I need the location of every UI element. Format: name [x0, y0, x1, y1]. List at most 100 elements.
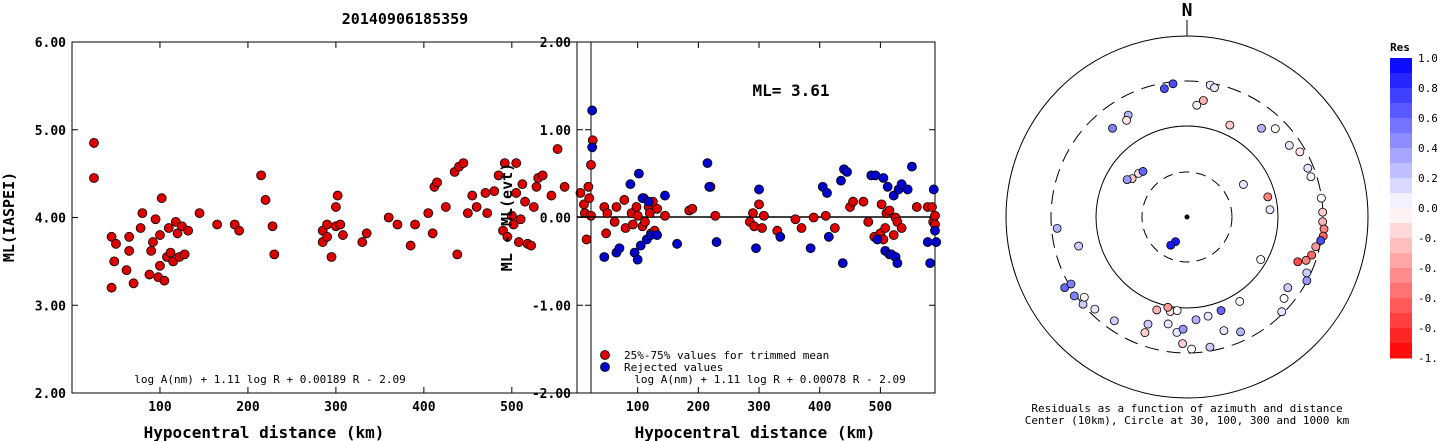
x-axis-label: Hypocentral distance (km) [635, 423, 876, 441]
station-point [1265, 205, 1275, 215]
data-point [928, 184, 939, 195]
data-points [587, 105, 942, 269]
data-point [836, 175, 846, 186]
caption-line1: Residuals as a function of azimuth and d… [1031, 402, 1342, 415]
data-point [858, 196, 869, 207]
y-tick-label: 0.00 [540, 212, 571, 227]
data-point [611, 202, 622, 212]
station-point [1210, 83, 1219, 93]
station-point [1216, 306, 1226, 315]
data-point [882, 181, 893, 192]
data-point [183, 225, 194, 236]
colorbar: Res 1.0 0.8 0.6 0.4 0.2 0.0 -0.2 -0.4 -0.6 -0.8 -1… [1390, 41, 1437, 365]
data-point [704, 181, 715, 192]
data-point [322, 219, 333, 230]
data-point [842, 166, 852, 177]
station-point [1239, 180, 1248, 189]
colorbar-tick-label: -1.0 [1418, 352, 1437, 365]
data-point [878, 173, 889, 183]
data-point [517, 179, 528, 190]
data-point [644, 208, 655, 219]
station-point [1236, 327, 1245, 337]
data-point [383, 212, 394, 223]
data-point [896, 223, 907, 233]
ring-30km [1141, 171, 1233, 263]
data-point [458, 158, 469, 168]
station-point [1270, 124, 1280, 134]
colorbar-swatch [1390, 253, 1412, 269]
colorbar-swatch [1390, 283, 1412, 299]
data-point [625, 179, 636, 190]
data-point [520, 196, 530, 207]
station-point [1257, 123, 1266, 133]
data-point [627, 219, 638, 230]
data-point [599, 252, 610, 262]
data-point [583, 181, 594, 192]
station-point [1205, 342, 1215, 352]
data-point [907, 161, 917, 172]
data-point [587, 105, 598, 116]
data-point [440, 202, 451, 212]
station-point [1311, 242, 1321, 252]
y-tick-label: -1.00 [532, 299, 571, 314]
data-point [256, 170, 267, 181]
axis-ticks: 100 200 300 400 500 -2.00 -1.00 0.00 1.00 2.00 [532, 36, 935, 415]
data-point [508, 219, 519, 230]
colorbar-tick-label: -0.8 [1418, 322, 1437, 335]
data-point [930, 225, 940, 236]
data-point [609, 216, 620, 227]
colorbar-tick-label: 0.2 [1418, 172, 1437, 185]
colorbar-swatch [1390, 298, 1412, 314]
colorbar-swatch [1390, 343, 1412, 359]
station-point [1235, 297, 1245, 306]
x-tick-label: 300 [747, 400, 771, 415]
x-tick-label: 400 [808, 400, 832, 415]
data-point [489, 186, 500, 197]
data-point [531, 181, 542, 192]
colorbar-swatch [1390, 208, 1412, 224]
data-point [559, 181, 570, 192]
station-point [1283, 283, 1293, 292]
station-point [1306, 172, 1316, 182]
data-point [432, 177, 442, 188]
colorbar-swatch [1390, 103, 1412, 119]
data-point [751, 243, 761, 254]
y-axis-label: ML(IASPEI) [0, 172, 18, 262]
data-point [526, 240, 537, 251]
data-point [652, 230, 662, 240]
station-point [1277, 307, 1287, 317]
station-point [1168, 79, 1178, 89]
ml-annotation: ML= 3.61 [752, 81, 829, 100]
data-point [927, 202, 937, 212]
station-point [1219, 326, 1229, 336]
data-point [493, 170, 504, 181]
data-point [640, 216, 650, 227]
data-point [757, 223, 767, 233]
data-point [361, 228, 372, 239]
data-point [155, 260, 165, 271]
colorbar-tick-label: -0.6 [1418, 292, 1437, 305]
data-point [471, 202, 482, 212]
data-point [823, 231, 834, 242]
data-point [515, 214, 526, 225]
station-point [1203, 311, 1213, 321]
x-tick-label: 200 [236, 400, 260, 415]
data-point [775, 231, 786, 242]
data-point [581, 234, 592, 245]
ring-1000km [1005, 35, 1369, 399]
station-point [1302, 268, 1312, 278]
data-point [884, 205, 895, 216]
station-point [1138, 167, 1148, 176]
data-point [863, 216, 874, 227]
data-point [754, 184, 764, 195]
colorbar-swatch [1390, 238, 1412, 254]
north-label: N [1182, 0, 1193, 21]
data-point [150, 214, 161, 225]
station-point [1143, 319, 1153, 329]
station-point [1159, 84, 1169, 94]
data-point [537, 170, 548, 181]
data-point [499, 158, 510, 168]
station-point [1078, 299, 1088, 309]
colorbar-swatch [1390, 178, 1412, 194]
